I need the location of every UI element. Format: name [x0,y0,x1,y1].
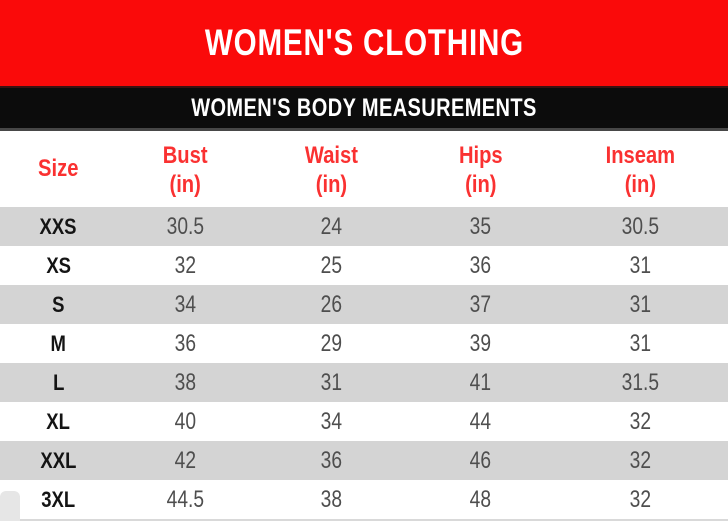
table-row: XXS 30.5 24 35 30.5 [0,207,728,246]
cell-size: L [52,369,64,395]
cell-size: 3XL [41,486,76,512]
column-header-inseam: Inseam (in) [553,131,728,207]
column-header-bust: Bust (in) [116,131,254,207]
cell-hips: 36 [469,251,492,279]
cell-inseam: 31 [629,329,652,357]
cell-size: XXL [40,447,77,473]
measurements-title: WOMEN'S BODY MEASUREMENTS [191,93,537,122]
cell-hips: 44 [469,407,492,435]
column-label: Bust [163,141,209,169]
cell-bust: 30.5 [166,212,205,240]
column-unit: (in) [464,170,497,198]
cell-bust: 36 [174,329,197,357]
cell-hips: 37 [469,290,492,318]
cell-waist: 25 [320,251,342,279]
table-row: L 38 31 41 31.5 [0,363,728,402]
cell-bust: 42 [174,446,197,474]
cell-waist: 31 [320,368,342,396]
cell-hips: 35 [469,212,492,240]
cell-hips: 39 [469,329,492,357]
bottom-left-rounded-corner [0,491,20,521]
column-header-hips: Hips (in) [408,131,554,207]
cell-bust: 34 [174,290,197,318]
column-label: Inseam [605,141,676,169]
cell-bust: 38 [174,368,197,396]
cell-hips: 48 [469,485,492,513]
column-label: Size [38,155,79,182]
column-label: Waist [304,141,358,169]
cell-hips: 46 [469,446,492,474]
column-unit: (in) [624,170,657,198]
cell-inseam: 31.5 [621,368,660,396]
cell-size: XXS [39,213,77,239]
cell-waist: 34 [320,407,342,435]
column-header-size: Size [0,131,116,207]
cell-size: XS [45,252,71,278]
table-row: M 36 29 39 31 [0,324,728,363]
table-row: XXL 42 36 46 32 [0,441,728,480]
cell-size: XL [46,408,71,434]
clothing-banner: WOMEN'S CLOTHING [0,0,728,88]
cell-bust: 32 [174,251,197,279]
cell-waist: 24 [320,212,342,240]
cell-inseam: 32 [629,407,652,435]
bottom-crop-edge [0,519,728,521]
cell-bust: 44.5 [166,485,205,513]
cell-inseam: 32 [629,446,652,474]
column-header-waist: Waist (in) [255,131,408,207]
cell-inseam: 30.5 [621,212,660,240]
cell-waist: 36 [320,446,342,474]
cell-waist: 26 [320,290,342,318]
cell-bust: 40 [174,407,197,435]
cell-inseam: 31 [629,251,652,279]
banner-title: WOMEN'S CLOTHING [204,22,524,63]
cell-inseam: 31 [629,290,652,318]
column-unit: (in) [169,170,202,198]
cell-waist: 38 [320,485,342,513]
cell-waist: 29 [320,329,342,357]
cell-hips: 41 [469,368,492,396]
table-row: XS 32 25 36 31 [0,246,728,285]
cell-size: S [52,291,65,317]
table-row: 3XL 44.5 38 48 32 [0,480,728,519]
measurements-bar: WOMEN'S BODY MEASUREMENTS [0,88,728,131]
cell-inseam: 32 [629,485,652,513]
table-row: S 34 26 37 31 [0,285,728,324]
cell-size: M [50,330,66,356]
header-row: Size Bust (in) Waist (in) Hips (in) Inse… [0,131,728,207]
size-table: Size Bust (in) Waist (in) Hips (in) Inse… [0,131,728,519]
column-unit: (in) [315,170,347,198]
table-row: XL 40 34 44 32 [0,402,728,441]
column-label: Hips [458,141,503,169]
